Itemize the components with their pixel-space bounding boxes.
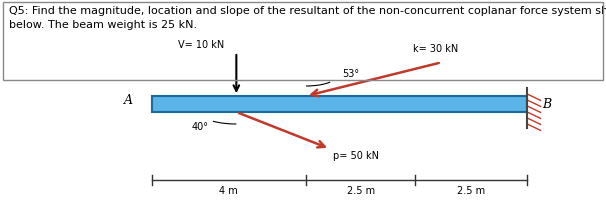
Text: B: B <box>542 98 551 110</box>
Text: Q5: Find the magnitude, location and slope of the resultant of the non-concurren: Q5: Find the magnitude, location and slo… <box>9 6 606 30</box>
Text: k= 30 kN: k= 30 kN <box>413 44 458 54</box>
Text: 53°: 53° <box>342 69 359 79</box>
Text: V= 10 kN: V= 10 kN <box>178 40 224 50</box>
Text: 4 m: 4 m <box>219 186 238 196</box>
FancyBboxPatch shape <box>152 96 527 112</box>
Text: A: A <box>124 94 133 106</box>
Text: p= 50 kN: p= 50 kN <box>333 151 379 161</box>
Text: 2.5 m: 2.5 m <box>347 186 375 196</box>
Text: 40°: 40° <box>191 122 208 132</box>
Text: 2.5 m: 2.5 m <box>457 186 485 196</box>
